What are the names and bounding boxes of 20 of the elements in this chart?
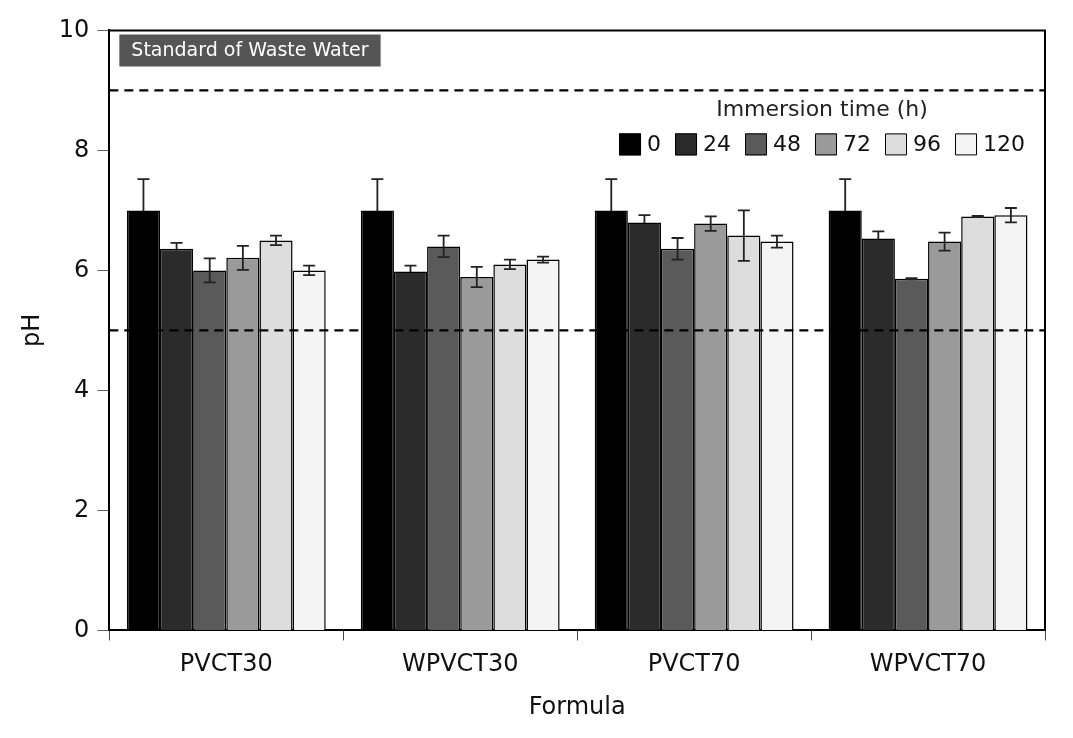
legend-title: Immersion time (h) [716,96,928,122]
x-tick-label: PVCT70 [647,649,741,678]
y-tick-label: 6 [74,254,90,283]
x-tick-label: PVCT30 [179,649,273,678]
y-tick-label: 0 [74,614,90,643]
x-tick-label: WPVCT70 [869,649,987,678]
y-tick-label: 2 [74,494,90,523]
x-axis-title: Formula [528,691,626,720]
x-tick-label: WPVCT30 [401,649,519,678]
legend-label: 48 [773,131,802,157]
legend-label: 24 [703,131,732,157]
y-axis-title: pH [16,313,45,348]
y-tick-label: 4 [74,374,90,403]
y-tick-label: 8 [74,134,90,163]
legend-label: 72 [843,131,872,157]
legend-label: 96 [913,131,942,157]
legend-label: 0 [647,131,662,157]
legend-label: 120 [983,131,1026,157]
y-tick-label: 10 [58,14,90,43]
annotation: Standard of Waste Water [131,38,369,61]
